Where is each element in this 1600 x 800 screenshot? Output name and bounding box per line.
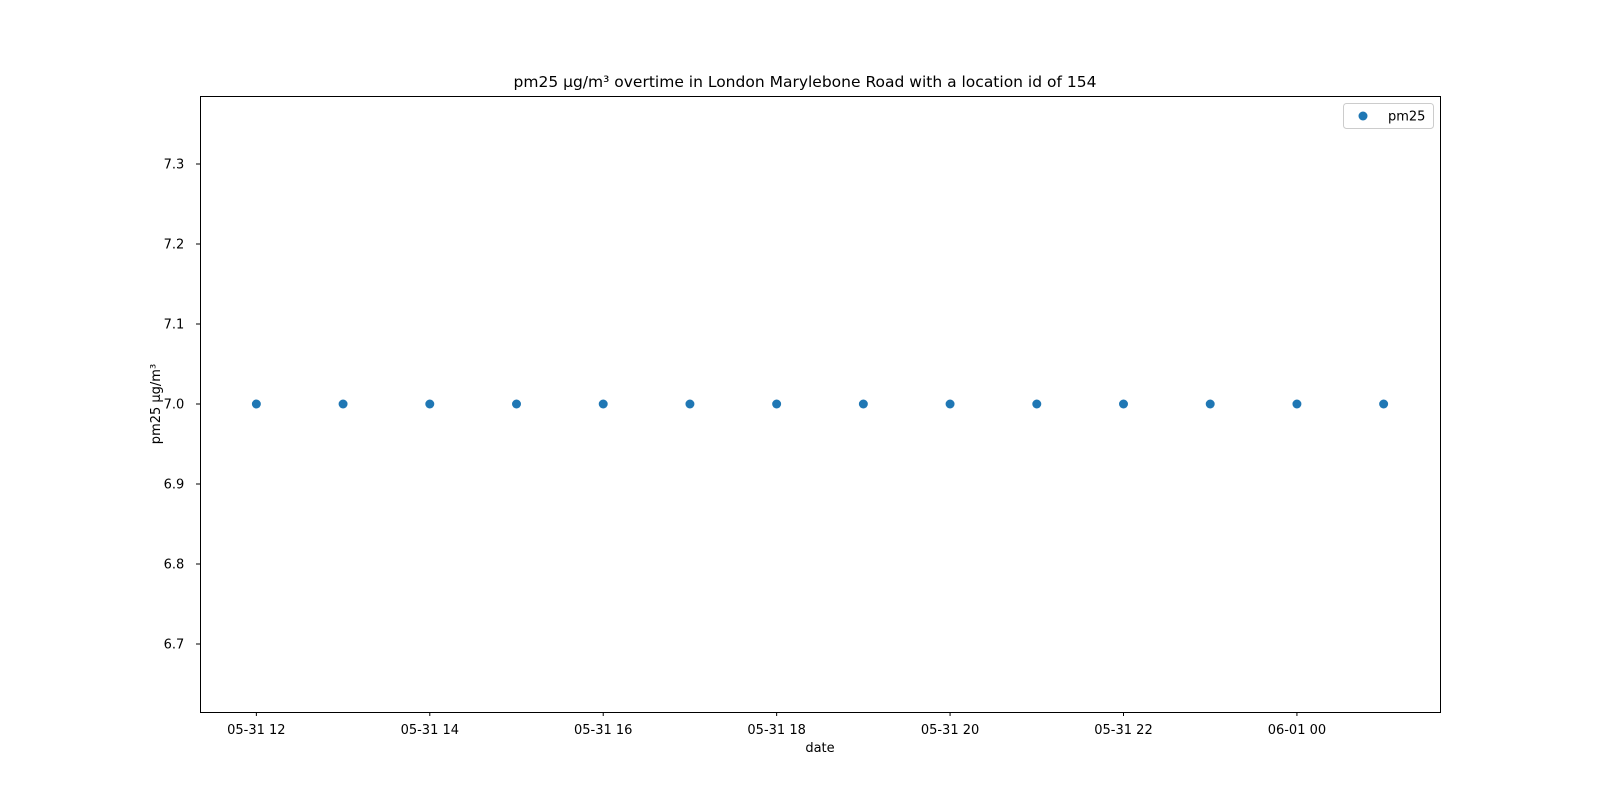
data-point	[251, 399, 261, 409]
x-tick-label: 05-31 22	[1094, 723, 1152, 738]
y-tick-label: 7.1	[164, 318, 185, 333]
x-tick-label: 05-31 16	[574, 723, 632, 738]
y-tick-label: 6.9	[164, 478, 185, 493]
data-point	[1379, 399, 1389, 409]
legend-box	[1343, 103, 1434, 129]
chart-title: pm25 µg/m³ overtime in London Marylebone…	[514, 73, 1097, 91]
data-points	[251, 399, 1389, 409]
data-point	[1205, 399, 1215, 409]
data-point	[338, 399, 348, 409]
data-point	[598, 399, 608, 409]
legend-marker	[1358, 111, 1368, 121]
legend-label: pm25	[1388, 110, 1425, 125]
y-tick-label: 7.2	[164, 238, 185, 253]
data-point	[512, 399, 522, 409]
y-axis-label: pm25 µg/m³	[149, 364, 164, 444]
data-point	[1032, 399, 1042, 409]
x-tick-label: 05-31 20	[921, 723, 979, 738]
y-tick-label: 7.0	[164, 398, 185, 413]
data-point	[1292, 399, 1302, 409]
y-axis: 6.7 6.8 6.9 7.0 7.1 7.2 7.3	[164, 158, 200, 653]
data-point	[858, 399, 868, 409]
data-point	[1118, 399, 1128, 409]
y-tick-label: 7.3	[164, 158, 185, 173]
x-axis-label: date	[805, 741, 834, 756]
data-point	[772, 399, 782, 409]
x-tick-label: 05-31 18	[747, 723, 805, 738]
x-tick-label: 06-01 00	[1268, 723, 1326, 738]
y-tick-label: 6.8	[164, 558, 185, 573]
legend: pm25	[1343, 103, 1434, 129]
x-axis: 05-31 12 05-31 14 05-31 16 05-31 18 05-31 20…	[227, 712, 1326, 738]
data-point	[685, 399, 695, 409]
x-tick-label: 05-31 14	[401, 723, 459, 738]
data-point	[425, 399, 435, 409]
y-tick-label: 6.7	[164, 638, 185, 653]
x-tick-label: 05-31 12	[227, 723, 285, 738]
data-point	[945, 399, 955, 409]
plot-area	[200, 96, 1441, 713]
